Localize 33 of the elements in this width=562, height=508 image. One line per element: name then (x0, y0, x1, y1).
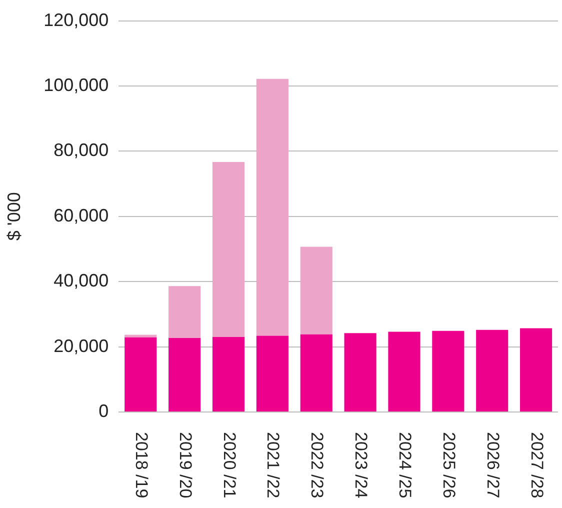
bar (212, 162, 245, 338)
bar (300, 334, 332, 412)
x-tick-label: 2025 /26 (439, 432, 458, 498)
x-tick-label: 2018 /19 (132, 432, 151, 498)
x-tick-label: 2026 /27 (483, 432, 502, 498)
y-tick-label: 40,000 (54, 270, 109, 291)
y-tick-label: 20,000 (54, 336, 109, 356)
bar (476, 330, 508, 412)
bar (432, 330, 464, 412)
y-tick-label: 0 (98, 400, 109, 421)
x-tick-label: 2019 /20 (176, 432, 195, 498)
y-tick-label: 100,000 (44, 74, 109, 95)
bar (344, 333, 376, 412)
x-tick-label: 2023 /24 (352, 432, 371, 498)
bar (124, 337, 157, 412)
x-tick-label: 2020 /21 (220, 432, 239, 498)
bar (300, 246, 332, 334)
y-tick-label: 80,000 (54, 140, 109, 160)
x-tick-label: 2021 /22 (264, 432, 283, 498)
y-axis-title: $ '000 (4, 192, 24, 241)
bar (124, 334, 157, 338)
y-tick-label: 120,000 (44, 10, 109, 30)
x-tick-label: 2024 /25 (396, 432, 415, 498)
x-tick-label: 2022 /23 (308, 432, 327, 498)
bar (388, 332, 420, 412)
bar (256, 336, 288, 412)
bar (168, 286, 201, 338)
bar (212, 337, 245, 412)
x-tick-label: 2027 /28 (527, 432, 546, 498)
bar (168, 338, 201, 412)
y-tick-label: 60,000 (54, 205, 109, 226)
bar (256, 78, 288, 336)
bar (520, 328, 552, 412)
